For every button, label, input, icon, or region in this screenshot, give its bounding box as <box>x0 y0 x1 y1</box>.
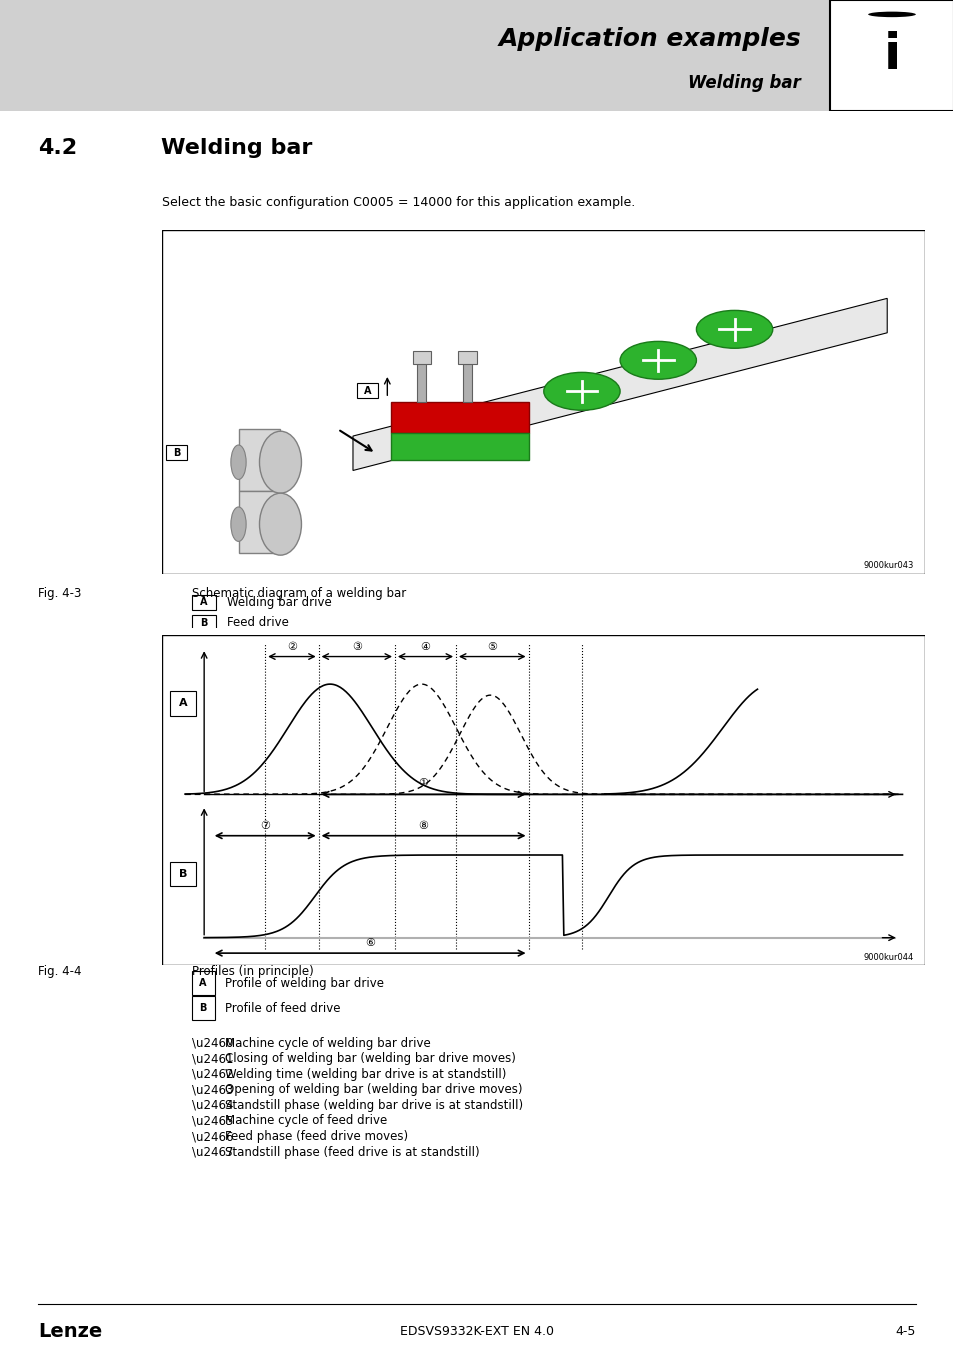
Text: Select the basic configuration C0005 = 14000 for this application example.: Select the basic configuration C0005 = 1… <box>162 196 635 209</box>
Bar <box>416 360 426 402</box>
Text: ①: ① <box>418 778 428 788</box>
Text: \u2465: \u2465 <box>192 1115 233 1127</box>
Text: ②: ② <box>287 643 296 652</box>
Text: Standstill phase (feed drive is at standstill): Standstill phase (feed drive is at stand… <box>225 1146 479 1158</box>
Bar <box>170 863 195 887</box>
Bar <box>192 971 214 995</box>
Text: Profile of feed drive: Profile of feed drive <box>225 1002 340 1015</box>
Text: B: B <box>172 448 180 458</box>
Ellipse shape <box>696 310 772 348</box>
Text: EDSVS9332K-EXT EN 4.0: EDSVS9332K-EXT EN 4.0 <box>399 1324 554 1338</box>
Text: \u2462: \u2462 <box>192 1068 233 1081</box>
Text: Application examples: Application examples <box>498 27 801 51</box>
Text: Machine cycle of feed drive: Machine cycle of feed drive <box>225 1115 387 1127</box>
Text: Feed phase (feed drive moves): Feed phase (feed drive moves) <box>225 1130 408 1143</box>
Text: A: A <box>199 977 207 988</box>
Bar <box>391 432 528 460</box>
Text: 9000kur043: 9000kur043 <box>862 562 913 570</box>
Text: \u2467: \u2467 <box>192 1146 233 1158</box>
Circle shape <box>867 12 915 18</box>
Ellipse shape <box>231 508 246 541</box>
Bar <box>238 491 280 554</box>
Text: ⑦: ⑦ <box>260 821 270 832</box>
Text: ③: ③ <box>352 643 361 652</box>
Bar <box>462 360 472 402</box>
Text: \u2460: \u2460 <box>192 1037 233 1049</box>
Text: \u2463: \u2463 <box>192 1083 233 1096</box>
Text: ⑧: ⑧ <box>418 821 428 832</box>
Text: Feed drive: Feed drive <box>227 617 289 629</box>
Bar <box>192 996 214 1021</box>
Text: \u2464: \u2464 <box>192 1099 233 1112</box>
Text: 4-5: 4-5 <box>895 1324 915 1338</box>
Bar <box>192 616 216 630</box>
Bar <box>170 691 195 716</box>
Text: Welding bar: Welding bar <box>161 139 312 158</box>
Bar <box>166 446 187 460</box>
Ellipse shape <box>619 342 696 379</box>
Text: 4.2: 4.2 <box>38 139 77 158</box>
Text: A: A <box>363 386 371 396</box>
Text: Closing of welding bar (welding bar drive moves): Closing of welding bar (welding bar driv… <box>225 1052 516 1065</box>
Bar <box>457 351 476 363</box>
Text: \u2461: \u2461 <box>192 1052 233 1065</box>
Text: Profiles (in principle): Profiles (in principle) <box>192 965 314 979</box>
Text: Welding time (welding bar drive is at standstill): Welding time (welding bar drive is at st… <box>225 1068 506 1081</box>
Text: i: i <box>882 31 900 80</box>
Ellipse shape <box>259 431 301 493</box>
Text: Fig. 4-3: Fig. 4-3 <box>38 587 81 601</box>
Bar <box>192 595 216 610</box>
Polygon shape <box>353 298 886 471</box>
Text: Standstill phase (welding bar drive is at standstill): Standstill phase (welding bar drive is a… <box>225 1099 522 1112</box>
Text: \u2466: \u2466 <box>192 1130 233 1143</box>
Bar <box>0 0 829 111</box>
Text: B: B <box>178 869 187 879</box>
Text: ④: ④ <box>420 643 430 652</box>
Text: Opening of welding bar (welding bar drive moves): Opening of welding bar (welding bar driv… <box>225 1083 522 1096</box>
Bar <box>829 0 953 111</box>
Text: Fig. 4-4: Fig. 4-4 <box>38 965 82 979</box>
Text: B: B <box>199 1003 207 1014</box>
Ellipse shape <box>231 446 246 479</box>
Text: B: B <box>200 618 208 628</box>
Text: Lenze: Lenze <box>38 1322 102 1341</box>
Text: Welding bar drive: Welding bar drive <box>227 595 332 609</box>
Bar <box>412 351 431 363</box>
Bar <box>238 429 280 491</box>
Text: Welding bar: Welding bar <box>688 74 801 92</box>
Text: Machine cycle of welding bar drive: Machine cycle of welding bar drive <box>225 1037 431 1049</box>
Bar <box>391 402 528 432</box>
Text: ⑥: ⑥ <box>365 938 375 948</box>
Ellipse shape <box>259 493 301 555</box>
Text: ⑤: ⑤ <box>487 643 497 652</box>
Text: Schematic diagram of a welding bar: Schematic diagram of a welding bar <box>192 587 406 601</box>
Text: 9000kur044: 9000kur044 <box>862 953 913 963</box>
Text: A: A <box>200 597 208 608</box>
Text: Profile of welding bar drive: Profile of welding bar drive <box>225 976 384 990</box>
Text: A: A <box>178 698 187 709</box>
Bar <box>356 383 377 398</box>
Ellipse shape <box>543 373 619 410</box>
